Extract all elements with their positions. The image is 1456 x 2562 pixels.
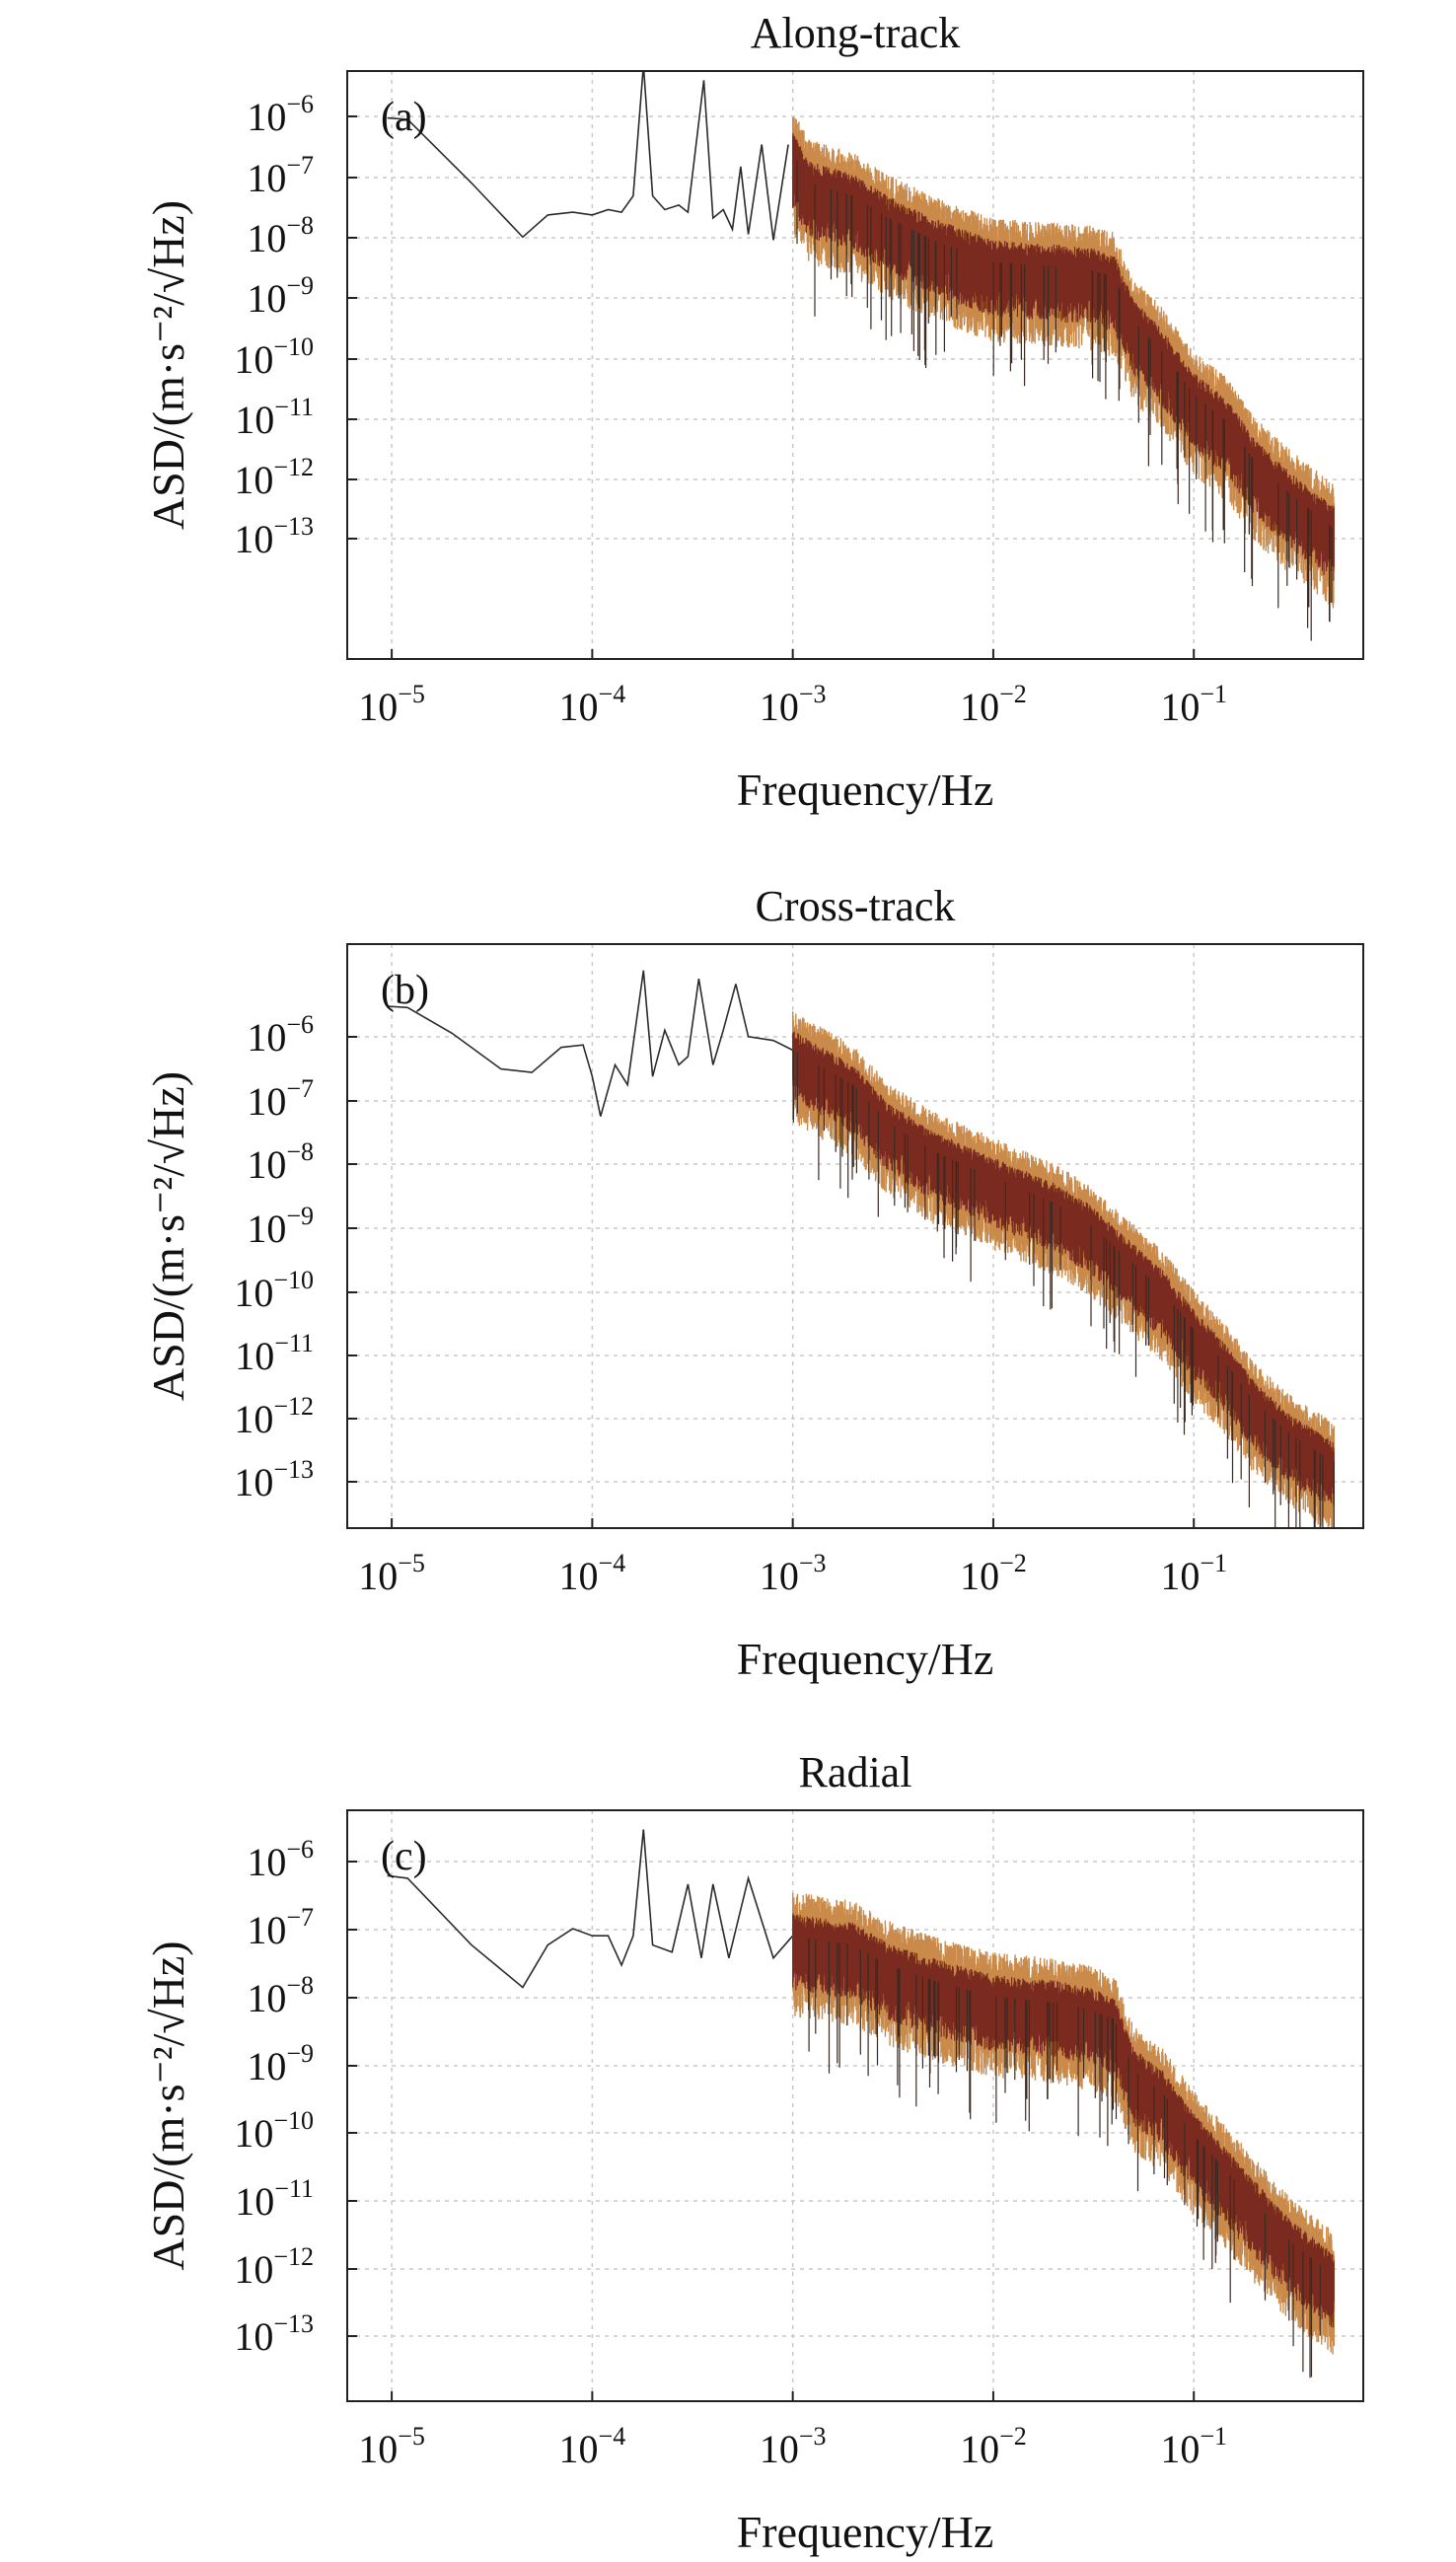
x-tick-label: 10−3 <box>760 2422 827 2471</box>
y-tick-label: 10−12 <box>234 453 314 502</box>
x-tick-label: 10−4 <box>559 2422 626 2471</box>
chart-title: Radial <box>799 1748 912 1796</box>
y-tick-label: 10−10 <box>234 332 314 382</box>
noise-spikes <box>792 1050 1335 1528</box>
y-tick-label: 10−7 <box>247 1074 314 1124</box>
noise-band-outer <box>792 1011 1335 1528</box>
plot-frame <box>346 1809 1364 2402</box>
x-axis-label: Frequency/Hz <box>737 2507 994 2557</box>
x-tick-label: 10−2 <box>960 1549 1027 1598</box>
y-tick-label: 10−13 <box>234 2309 314 2359</box>
y-tick-label: 10−12 <box>234 1392 314 1441</box>
y-axis-label: ASD/(m·s⁻²/√Hz) <box>143 200 193 530</box>
x-tick-label: 10−1 <box>1160 1549 1227 1598</box>
y-tick-label: 10−13 <box>234 512 314 561</box>
low-frequency-line <box>387 71 789 241</box>
y-tick-label: 10−9 <box>247 1202 314 1251</box>
y-tick-label: 10−13 <box>234 1455 314 1504</box>
y-tick-label: 10−6 <box>247 1835 314 1884</box>
y-tick-label: 10−6 <box>247 90 314 139</box>
x-tick-label: 10−3 <box>760 1549 827 1598</box>
y-tick-label: 10−9 <box>247 271 314 321</box>
plot-frame <box>346 70 1364 660</box>
x-tick-label: 10−1 <box>1160 2422 1227 2471</box>
low-frequency-line <box>387 970 794 1117</box>
x-tick-label: 10−5 <box>358 1549 425 1598</box>
y-tick-label: 10−9 <box>247 2039 314 2088</box>
x-axis-label: Frequency/Hz <box>737 765 994 815</box>
y-tick-label: 10−11 <box>235 393 314 442</box>
x-tick-label: 10−2 <box>960 2422 1027 2471</box>
y-tick-label: 10−11 <box>235 2174 314 2224</box>
panel-label: (a) <box>381 95 427 140</box>
panel-3: Radial 10−5 10−4 10−3 10−2 10−1 10−6 10−7 10−8 10… <box>143 1748 1364 2557</box>
x-tick-label: 10−4 <box>559 680 626 729</box>
plot-frame <box>346 943 1364 1529</box>
noise-band-inner <box>792 133 1335 581</box>
y-tick-label: 10−10 <box>234 2106 314 2156</box>
x-tick-label: 10−4 <box>559 1549 626 1598</box>
noise-spikes <box>796 161 1333 641</box>
y-tick-label: 10−8 <box>247 1137 314 1187</box>
panel-1: Along-track 10−5 10−4 10−3 10−2 10−1 10−6 10−7 1… <box>143 9 1364 815</box>
panel-label: (c) <box>381 1834 427 1879</box>
chart-title: Along-track <box>751 9 961 57</box>
y-tick-label: 10−11 <box>235 1329 314 1378</box>
y-tick-label: 10−10 <box>234 1266 314 1315</box>
y-axis-label: ASD/(m·s⁻²/√Hz) <box>143 1071 193 1401</box>
x-tick-label: 10−3 <box>760 680 827 729</box>
x-axis-label: Frequency/Hz <box>737 1634 994 1684</box>
series-line <box>387 71 1335 641</box>
x-tick-label: 10−5 <box>358 680 425 729</box>
series-line <box>387 1829 1335 2379</box>
chart-title: Cross-track <box>756 882 956 930</box>
noise-spikes <box>808 1938 1321 2379</box>
x-tick-label: 10−2 <box>960 680 1027 729</box>
panel-2: Cross-track 10−5 10−4 10−3 10−2 10−1 10−6 10−7 1… <box>143 882 1364 1684</box>
x-tick-label: 10−5 <box>358 2422 425 2471</box>
low-frequency-line <box>387 1829 794 1989</box>
x-tick-label: 10−1 <box>1160 680 1227 729</box>
y-tick-label: 10−8 <box>247 211 314 260</box>
y-axis-label: ASD/(m·s⁻²/√Hz) <box>143 1940 193 2270</box>
y-tick-label: 10−12 <box>234 2242 314 2292</box>
series-line <box>387 970 1335 1528</box>
y-tick-label: 10−6 <box>247 1010 314 1060</box>
panel-label: (b) <box>381 968 429 1013</box>
noise-band-inner <box>792 1031 1335 1507</box>
y-tick-label: 10−8 <box>247 1971 314 2020</box>
y-tick-label: 10−7 <box>247 1903 314 1952</box>
y-tick-label: 10−7 <box>247 151 314 200</box>
